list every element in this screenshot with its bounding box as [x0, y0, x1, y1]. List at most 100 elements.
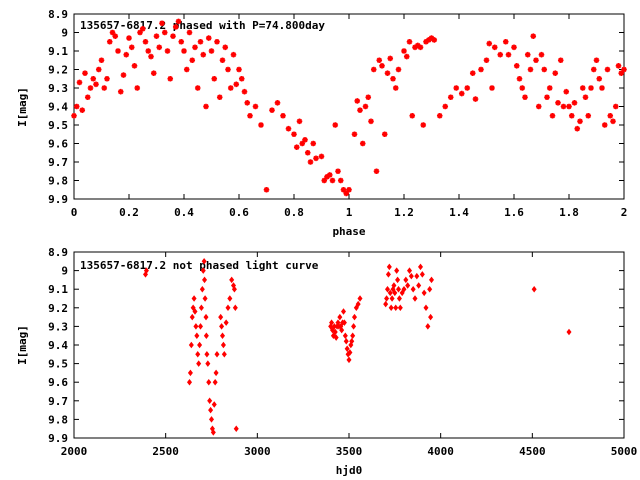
- data-point: [143, 267, 149, 274]
- data-point: [230, 51, 237, 58]
- data-point: [332, 328, 338, 336]
- data-point: [417, 263, 424, 271]
- data-point: [341, 319, 347, 326]
- data-point: [280, 112, 286, 119]
- data-point: [202, 295, 208, 302]
- data-point: [524, 51, 531, 58]
- x-tick-label: 0.2: [119, 206, 139, 219]
- data-point: [131, 63, 138, 69]
- data-point: [200, 51, 207, 58]
- data-point: [148, 53, 154, 60]
- data-point: [408, 272, 414, 280]
- data-point: [604, 66, 611, 73]
- data-point: [590, 66, 597, 73]
- x-axis-label: phase: [332, 225, 365, 238]
- x-tick-label: 3000: [244, 445, 271, 458]
- data-point: [601, 122, 608, 128]
- data-point: [170, 33, 176, 39]
- data-point: [355, 300, 361, 308]
- data-point: [142, 271, 149, 278]
- data-point: [412, 295, 418, 302]
- y-tick-label: 8.9: [48, 246, 68, 259]
- data-point: [241, 88, 248, 95]
- y-tick-label: 9.8: [48, 175, 68, 188]
- data-point: [519, 85, 526, 91]
- data-point: [189, 57, 196, 64]
- data-point: [533, 57, 539, 64]
- data-point: [472, 96, 479, 102]
- data-point: [150, 70, 157, 76]
- y-tick-label: 9.6: [48, 376, 68, 389]
- data-point: [421, 289, 427, 297]
- data-point: [396, 295, 402, 302]
- data-point: [197, 323, 204, 330]
- x-tick-label: 1.6: [504, 206, 524, 219]
- data-point: [329, 319, 335, 326]
- data-point: [453, 85, 460, 91]
- data-point: [299, 140, 306, 147]
- data-point: [181, 48, 187, 54]
- data-point: [593, 57, 600, 64]
- x-tick-label: 3500: [336, 445, 363, 458]
- data-point: [406, 38, 413, 45]
- data-point: [436, 112, 443, 119]
- data-point: [401, 48, 407, 54]
- data-point: [285, 125, 292, 132]
- x-tick-label: 4500: [519, 445, 546, 458]
- data-point: [585, 112, 592, 119]
- data-point: [203, 313, 209, 321]
- data-point: [175, 18, 182, 25]
- data-point: [302, 137, 308, 143]
- data-point: [385, 271, 391, 278]
- data-point: [387, 55, 394, 62]
- y-tick-label: 9.8: [48, 413, 68, 426]
- data-point: [417, 44, 424, 51]
- data-point: [535, 103, 542, 110]
- data-point: [428, 276, 435, 284]
- x-tick-label: 2: [621, 206, 628, 219]
- data-point: [219, 332, 226, 339]
- data-point: [384, 295, 390, 302]
- data-point: [347, 349, 353, 356]
- data-point: [198, 304, 204, 312]
- data-point: [304, 149, 311, 156]
- data-point: [582, 94, 589, 101]
- data-point: [410, 285, 416, 293]
- data-point: [414, 272, 420, 280]
- data-point: [204, 351, 210, 358]
- data-point: [232, 304, 238, 312]
- data-point: [483, 57, 490, 64]
- data-point: [391, 282, 397, 289]
- y-axis-label: I[mag]: [16, 87, 29, 127]
- data-point: [395, 276, 401, 284]
- data-point: [201, 258, 207, 265]
- data-point: [330, 332, 336, 339]
- data-point: [390, 75, 396, 82]
- data-point: [388, 304, 394, 312]
- data-point: [343, 338, 349, 345]
- x-tick-label: 1.2: [394, 206, 414, 219]
- x-tick-label: 5000: [611, 445, 638, 458]
- data-point: [137, 29, 143, 36]
- data-point: [549, 112, 556, 119]
- data-point: [351, 131, 358, 138]
- data-point: [505, 51, 512, 58]
- data-point: [392, 289, 398, 297]
- data-point: [115, 48, 121, 54]
- data-point: [384, 285, 391, 293]
- data-point: [365, 94, 372, 101]
- data-point: [571, 100, 578, 106]
- data-point: [211, 401, 217, 408]
- data-point: [212, 378, 218, 386]
- data-point: [381, 131, 388, 138]
- data-point: [128, 44, 135, 51]
- data-point: [563, 88, 570, 95]
- data-point: [193, 323, 199, 330]
- data-point: [428, 313, 434, 321]
- data-point: [395, 285, 402, 293]
- data-point: [442, 103, 449, 110]
- data-point: [486, 40, 493, 47]
- data-point: [370, 66, 377, 73]
- data-point: [351, 323, 357, 330]
- data-point: [596, 75, 603, 82]
